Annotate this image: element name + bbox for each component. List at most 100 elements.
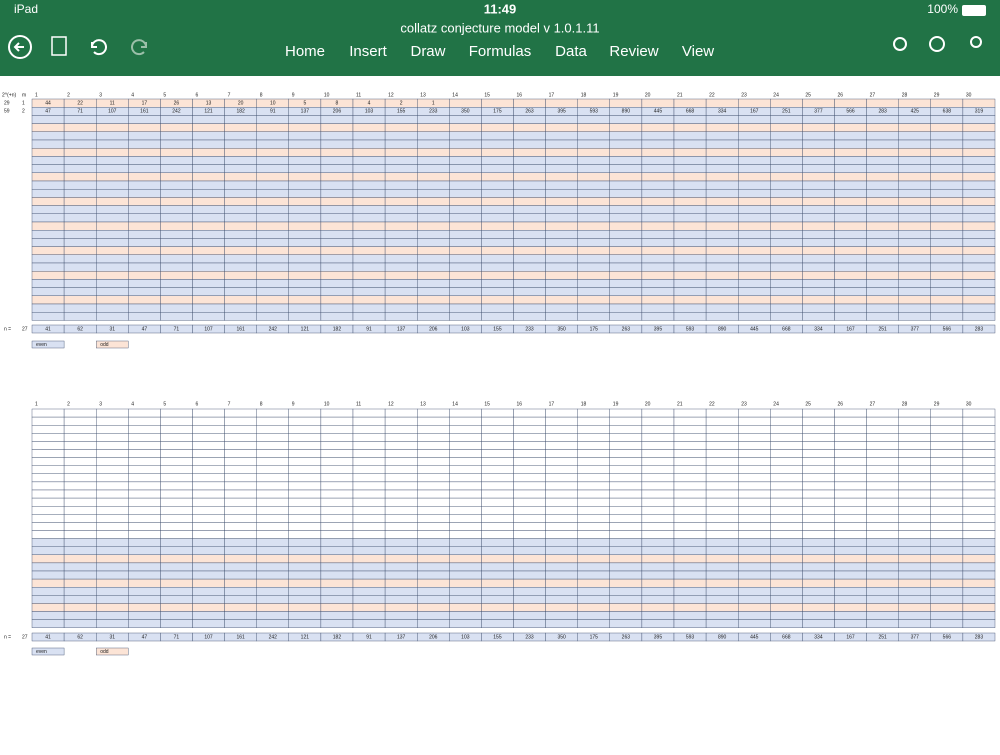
cell [545,538,578,547]
cell-value: 251 [782,109,791,115]
cell [545,205,578,215]
cell [609,497,643,507]
cell [95,221,129,231]
menu-tab[interactable]: Data [555,43,587,60]
cell [352,449,386,458]
cell [192,562,225,572]
cell [256,578,290,588]
cell [449,139,482,149]
column-header: 11 [356,401,361,407]
cell [738,115,771,124]
cell [63,408,97,418]
cell [481,546,514,556]
n-value: 103 [461,326,470,332]
share-button[interactable] [970,36,982,48]
cell [224,473,257,483]
cell [930,147,964,157]
column-header: 18 [581,92,587,98]
cell [352,205,386,215]
cell [834,139,867,149]
cell [770,408,803,418]
cell [930,262,964,272]
menu-tab[interactable]: View [682,43,714,60]
cell [705,147,739,157]
cell [128,221,161,231]
cell [545,172,578,182]
cell [128,465,161,475]
cell [320,514,354,523]
cell [160,131,193,141]
cell [673,156,707,165]
cell [384,473,418,483]
legend-even [31,340,65,349]
cell [320,481,354,491]
cell [481,587,514,596]
cell [609,514,643,523]
menu-tab[interactable]: Review [609,43,658,60]
search-button[interactable] [929,36,945,52]
cell [641,562,675,572]
cell [224,408,257,418]
n-value: 263 [622,634,631,640]
cell [673,554,707,564]
cell [160,554,193,564]
cell [288,188,322,198]
cell [63,546,97,556]
cell [95,522,129,531]
cell [705,156,739,165]
menu-tab[interactable]: Home [285,43,325,60]
cell [95,246,129,256]
cell [160,578,193,588]
cell [256,554,290,564]
cell [481,188,514,198]
menu-tab[interactable]: Draw [410,43,445,60]
cell [545,246,578,256]
column-header: 2 [67,92,70,98]
back-button[interactable] [8,35,32,59]
cell [609,213,643,223]
cell [513,172,546,182]
cell [288,506,322,515]
cell [802,139,835,149]
cell [417,188,450,198]
column-header: 16 [517,92,523,98]
cell [481,619,514,628]
cell [898,221,932,231]
cell [609,271,643,280]
cell [577,449,611,458]
idea-button[interactable] [893,37,907,51]
cell [417,213,450,223]
cell [449,530,482,539]
legend-label: odd [100,342,109,348]
cell [417,287,450,297]
cell [320,497,354,507]
cell [898,408,932,418]
cell [224,570,257,580]
n-value: 334 [814,634,823,640]
file-button[interactable] [51,36,67,56]
cell [417,238,450,247]
cell [962,254,996,264]
cell [224,416,257,426]
cell [866,522,899,531]
cell [705,473,739,483]
redo-button[interactable] [131,39,147,56]
undo-button[interactable] [91,39,107,56]
menu-tab[interactable]: Formulas [469,43,532,60]
cell [128,433,161,442]
cell [802,587,835,596]
menu-tab[interactable]: Insert [349,43,387,60]
cell [834,164,867,174]
cell [641,123,675,132]
cell [384,603,418,612]
doc-title: collatz conjecture model v 1.0.1.11 [400,20,599,35]
column-header: 8 [260,92,263,98]
cell [31,312,65,321]
cell [192,115,225,124]
toolbar [0,0,1000,76]
cell [224,131,257,141]
cell [224,603,257,612]
cell [609,139,643,149]
cell [898,303,932,313]
cell-value: 155 [397,109,406,115]
